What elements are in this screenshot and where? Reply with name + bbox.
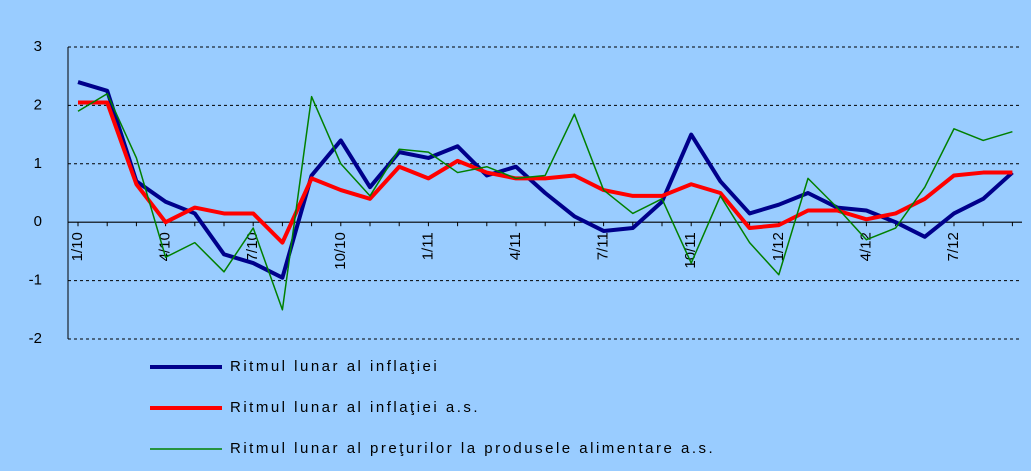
y-tick-label: -2	[29, 330, 42, 347]
x-tick-label: 10/10	[332, 232, 349, 270]
x-tick-label: 4/12	[857, 232, 874, 261]
x-tick-label: 7/12	[945, 232, 962, 261]
y-tick-label: 0	[34, 213, 42, 230]
legend-label: Ritmul lunar al preţurilor la produsele …	[230, 440, 715, 457]
legend-label: Ritmul lunar al inflaţiei	[230, 358, 439, 375]
y-tick-label: -1	[29, 272, 42, 289]
x-tick-label: 7/11	[595, 232, 612, 260]
series-line	[78, 100, 1013, 245]
legend-label: Ritmul lunar al inflaţiei a.s.	[230, 399, 480, 416]
y-tick-label: 1	[34, 155, 42, 172]
x-tick-label: 10/11	[682, 232, 699, 268]
x-tick-label: 1/11	[419, 232, 436, 260]
x-tick-label: 1/12	[770, 232, 787, 261]
x-tick-label: 4/11	[507, 232, 524, 260]
series-line	[77, 92, 1013, 311]
y-tick-label: 3	[34, 38, 42, 55]
x-tick-label: 1/10	[69, 232, 86, 261]
y-tick-label: 2	[34, 96, 42, 113]
